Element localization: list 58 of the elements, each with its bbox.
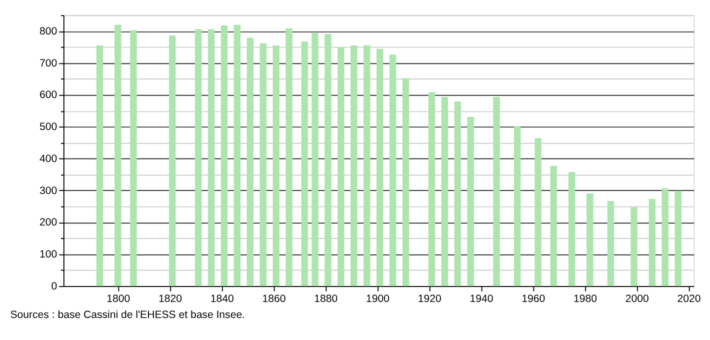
x-tick-label: 2020 (677, 292, 701, 305)
x-tick-label: 1940 (470, 292, 494, 305)
bar (246, 38, 254, 286)
y-tick-label: 700 (40, 57, 58, 70)
bar (493, 97, 500, 286)
y-tick-label: 800 (40, 25, 58, 38)
y-tick-label: 400 (40, 152, 58, 165)
y-tick-label: 200 (40, 216, 58, 229)
bar (130, 30, 137, 286)
bar (454, 102, 462, 286)
bar (324, 34, 332, 286)
bar (607, 200, 614, 286)
bar (514, 126, 521, 286)
bar (234, 24, 241, 286)
bar (441, 97, 448, 286)
bar (260, 43, 266, 286)
bar (96, 45, 104, 286)
source-note: Sources : base Cassini de l'EHESS et base Insee. (10, 308, 245, 321)
bar (208, 29, 215, 286)
x-tick-label: 1820 (158, 292, 182, 305)
x-tick-label: 1860 (262, 292, 286, 305)
bar (586, 193, 594, 286)
bar (220, 25, 228, 286)
bar (272, 45, 280, 286)
bar (550, 166, 557, 286)
bar (364, 45, 370, 286)
bar (194, 29, 202, 286)
bar (534, 138, 542, 286)
bar (389, 54, 396, 286)
bar (428, 92, 436, 286)
bar (648, 199, 656, 286)
x-tick-label: 1840 (210, 292, 234, 305)
y-tick-label: 300 (40, 184, 58, 197)
y-tick-label: 500 (40, 121, 58, 134)
x-tick-label: 1800 (106, 292, 130, 305)
bar (630, 207, 638, 286)
bar (467, 116, 474, 286)
bar (168, 36, 176, 286)
bar (338, 47, 344, 286)
x-tick-label: 2000 (625, 292, 649, 305)
bar (301, 42, 308, 286)
bar (350, 45, 358, 286)
bar (286, 28, 292, 286)
bar (114, 24, 122, 286)
bar (568, 172, 576, 286)
bar (402, 78, 410, 286)
bar (662, 188, 668, 286)
x-tick-label: 1980 (573, 292, 598, 305)
x-tick-label: 1900 (366, 292, 390, 305)
y-tick-label: 100 (40, 248, 58, 261)
bar (674, 190, 682, 286)
x-tick-label: 1880 (314, 292, 338, 305)
x-tick-label: 1920 (418, 292, 442, 305)
y-tick-label: 600 (40, 89, 58, 102)
bar (312, 32, 318, 286)
bar (376, 48, 384, 286)
x-tick-label: 1960 (522, 292, 546, 305)
y-tick-label: 0 (51, 280, 58, 292)
